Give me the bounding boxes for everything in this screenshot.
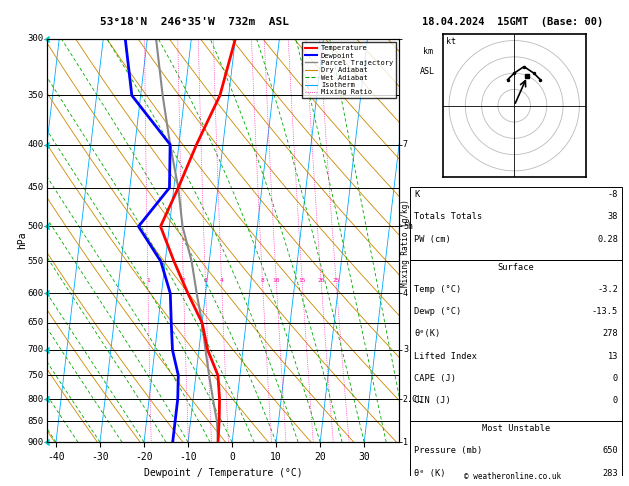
Text: 3: 3 (203, 278, 207, 283)
Bar (409, 187, 623, 260)
Bar (409, 421, 623, 486)
Text: kt: kt (446, 37, 456, 46)
Text: 500: 500 (28, 222, 43, 231)
Text: 8: 8 (260, 278, 264, 283)
Text: 10: 10 (272, 278, 280, 283)
Text: 38: 38 (608, 212, 618, 221)
Text: -8: -8 (608, 190, 618, 199)
Text: 20: 20 (317, 278, 325, 283)
Text: 2: 2 (182, 278, 185, 283)
Text: 4: 4 (403, 289, 408, 298)
Text: 283: 283 (603, 469, 618, 478)
Text: km: km (423, 47, 433, 56)
Text: 300: 300 (28, 35, 43, 43)
Text: 850: 850 (28, 417, 43, 426)
Text: 0: 0 (613, 374, 618, 383)
Bar (409, 260, 623, 421)
Text: Temp (°C): Temp (°C) (414, 285, 461, 294)
Text: 0: 0 (613, 396, 618, 405)
Text: Mixing Ratio (g/kg): Mixing Ratio (g/kg) (401, 199, 410, 287)
Text: Surface: Surface (498, 262, 535, 272)
Text: -3.2: -3.2 (597, 285, 618, 294)
Text: Dewp (°C): Dewp (°C) (414, 307, 461, 316)
Text: 0.28: 0.28 (597, 235, 618, 243)
Text: ASL: ASL (420, 67, 435, 76)
Text: Most Unstable: Most Unstable (482, 424, 550, 433)
Text: 18.04.2024  15GMT  (Base: 00): 18.04.2024 15GMT (Base: 00) (422, 17, 603, 27)
Text: PW (cm): PW (cm) (414, 235, 451, 243)
Text: 900: 900 (28, 438, 43, 447)
Text: © weatheronline.co.uk: © weatheronline.co.uk (464, 472, 561, 481)
Text: 7: 7 (403, 140, 408, 149)
Text: 550: 550 (28, 257, 43, 266)
Text: 800: 800 (28, 395, 43, 403)
Text: 4: 4 (220, 278, 223, 283)
Text: hPa: hPa (18, 232, 28, 249)
Text: 53°18'N  246°35'W  732m  ASL: 53°18'N 246°35'W 732m ASL (101, 17, 289, 27)
Text: CAPE (J): CAPE (J) (414, 374, 456, 383)
Text: θᵉ (K): θᵉ (K) (414, 469, 445, 478)
Text: 450: 450 (28, 183, 43, 192)
Text: 1: 1 (403, 438, 408, 447)
Text: 25: 25 (332, 278, 340, 283)
Text: 3: 3 (403, 346, 408, 354)
Text: K: K (414, 190, 420, 199)
Text: θᵉ(K): θᵉ(K) (414, 330, 440, 338)
Text: Totals Totals: Totals Totals (414, 212, 482, 221)
Text: 1: 1 (146, 278, 150, 283)
Legend: Temperature, Dewpoint, Parcel Trajectory, Dry Adiabat, Wet Adiabat, Isotherm, Mi: Temperature, Dewpoint, Parcel Trajectory… (302, 42, 396, 98)
Text: 15: 15 (298, 278, 306, 283)
Text: 5h: 5h (403, 222, 413, 231)
Text: 600: 600 (28, 289, 43, 298)
Text: CIN (J): CIN (J) (414, 396, 451, 405)
Text: -13.5: -13.5 (592, 307, 618, 316)
Text: Pressure (mb): Pressure (mb) (414, 447, 482, 455)
X-axis label: Dewpoint / Temperature (°C): Dewpoint / Temperature (°C) (144, 468, 303, 478)
Text: 350: 350 (28, 91, 43, 100)
Text: 650: 650 (603, 447, 618, 455)
Text: 13: 13 (608, 352, 618, 361)
Text: 750: 750 (28, 371, 43, 380)
Text: 650: 650 (28, 318, 43, 327)
Text: 278: 278 (603, 330, 618, 338)
Text: 700: 700 (28, 346, 43, 354)
Text: Lifted Index: Lifted Index (414, 352, 477, 361)
Text: 2.CL: 2.CL (403, 395, 423, 403)
Text: 400: 400 (28, 140, 43, 149)
